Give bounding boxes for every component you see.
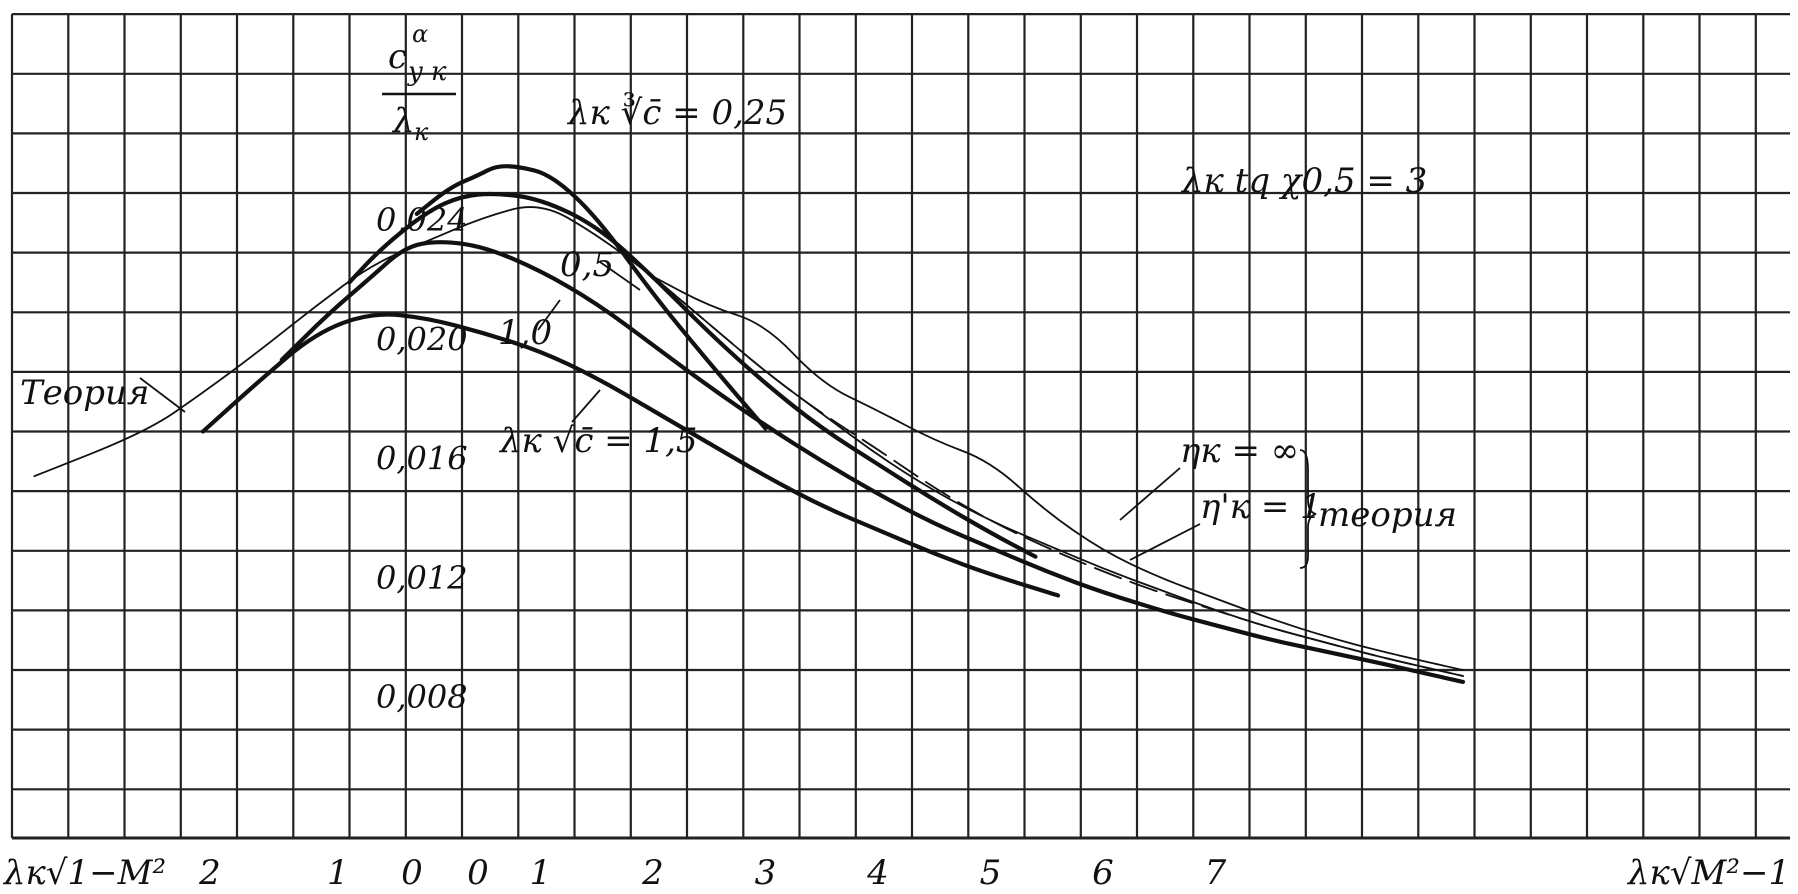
series-line-6	[652, 275, 1464, 671]
x-tick-label: 3	[755, 853, 777, 893]
y-tick-label: 0,020	[376, 320, 468, 358]
x-tick-label: 7	[1205, 853, 1227, 893]
y-label-bottom-sub: к	[414, 118, 429, 146]
y-label-top: c	[388, 37, 407, 77]
x-label-left: λк√1−M²	[2, 853, 166, 893]
x-tick-label: 2	[641, 853, 664, 893]
y-tick-label: 0,012	[376, 559, 468, 597]
y-label-bottom: λ	[391, 101, 415, 141]
series-label-025: λк ∛c̄ = 0,25	[566, 92, 787, 133]
series-label-10: 1,0	[498, 313, 552, 353]
tick-labels: 2 1 0 0 1 2 3 4 5 6 7 0,024 0,020 0,016 0,012 0,008	[198, 201, 1227, 893]
x-tick-label: 1	[327, 853, 349, 893]
leader-line	[1119, 467, 1181, 521]
leader-line	[571, 389, 601, 423]
x-tick-label: 0	[467, 853, 489, 893]
y-tick-label: 0,008	[376, 678, 468, 716]
x-tick-label: 6	[1092, 853, 1114, 893]
series-line-4	[200, 312, 1061, 598]
x-tick-label: 4	[866, 853, 889, 893]
theory-left-label: Теория	[20, 373, 149, 413]
theory-right-label: теория	[1318, 495, 1457, 535]
series-label-05: 0,5	[560, 245, 614, 285]
eta-inf-label: ηк = ∞	[1180, 431, 1299, 471]
theory-brace	[1299, 449, 1317, 569]
series-line-2	[347, 191, 1038, 559]
series-line-7	[652, 275, 1464, 677]
y-axis-label: c α y к λ к	[382, 20, 456, 146]
x-tick-label: 1	[530, 853, 552, 893]
x-tick-label: 0	[401, 853, 423, 893]
series-line-1	[414, 164, 768, 431]
series-label-15: λк √c̄ = 1,5	[498, 421, 698, 461]
y-tick-label: 0,024	[376, 201, 468, 239]
parameter-label: λк tq χ0,5 = 3	[1180, 161, 1427, 201]
leader-line	[1129, 523, 1201, 561]
y-label-top-sub: y к	[407, 57, 447, 87]
eta-one-label: η'к = 1	[1200, 487, 1322, 527]
x-tick-label: 5	[980, 853, 1002, 893]
x-tick-label: 2	[198, 853, 221, 893]
curves	[33, 164, 1466, 685]
leader-line	[537, 299, 561, 331]
grid	[10, 13, 1790, 840]
y-label-top-super: α	[412, 20, 428, 48]
leader-line	[599, 261, 641, 291]
leaders	[139, 261, 1201, 561]
y-tick-label: 0,016	[376, 440, 468, 478]
leader-line	[139, 377, 186, 413]
x-label-right: λк√M²−1	[1626, 853, 1790, 893]
